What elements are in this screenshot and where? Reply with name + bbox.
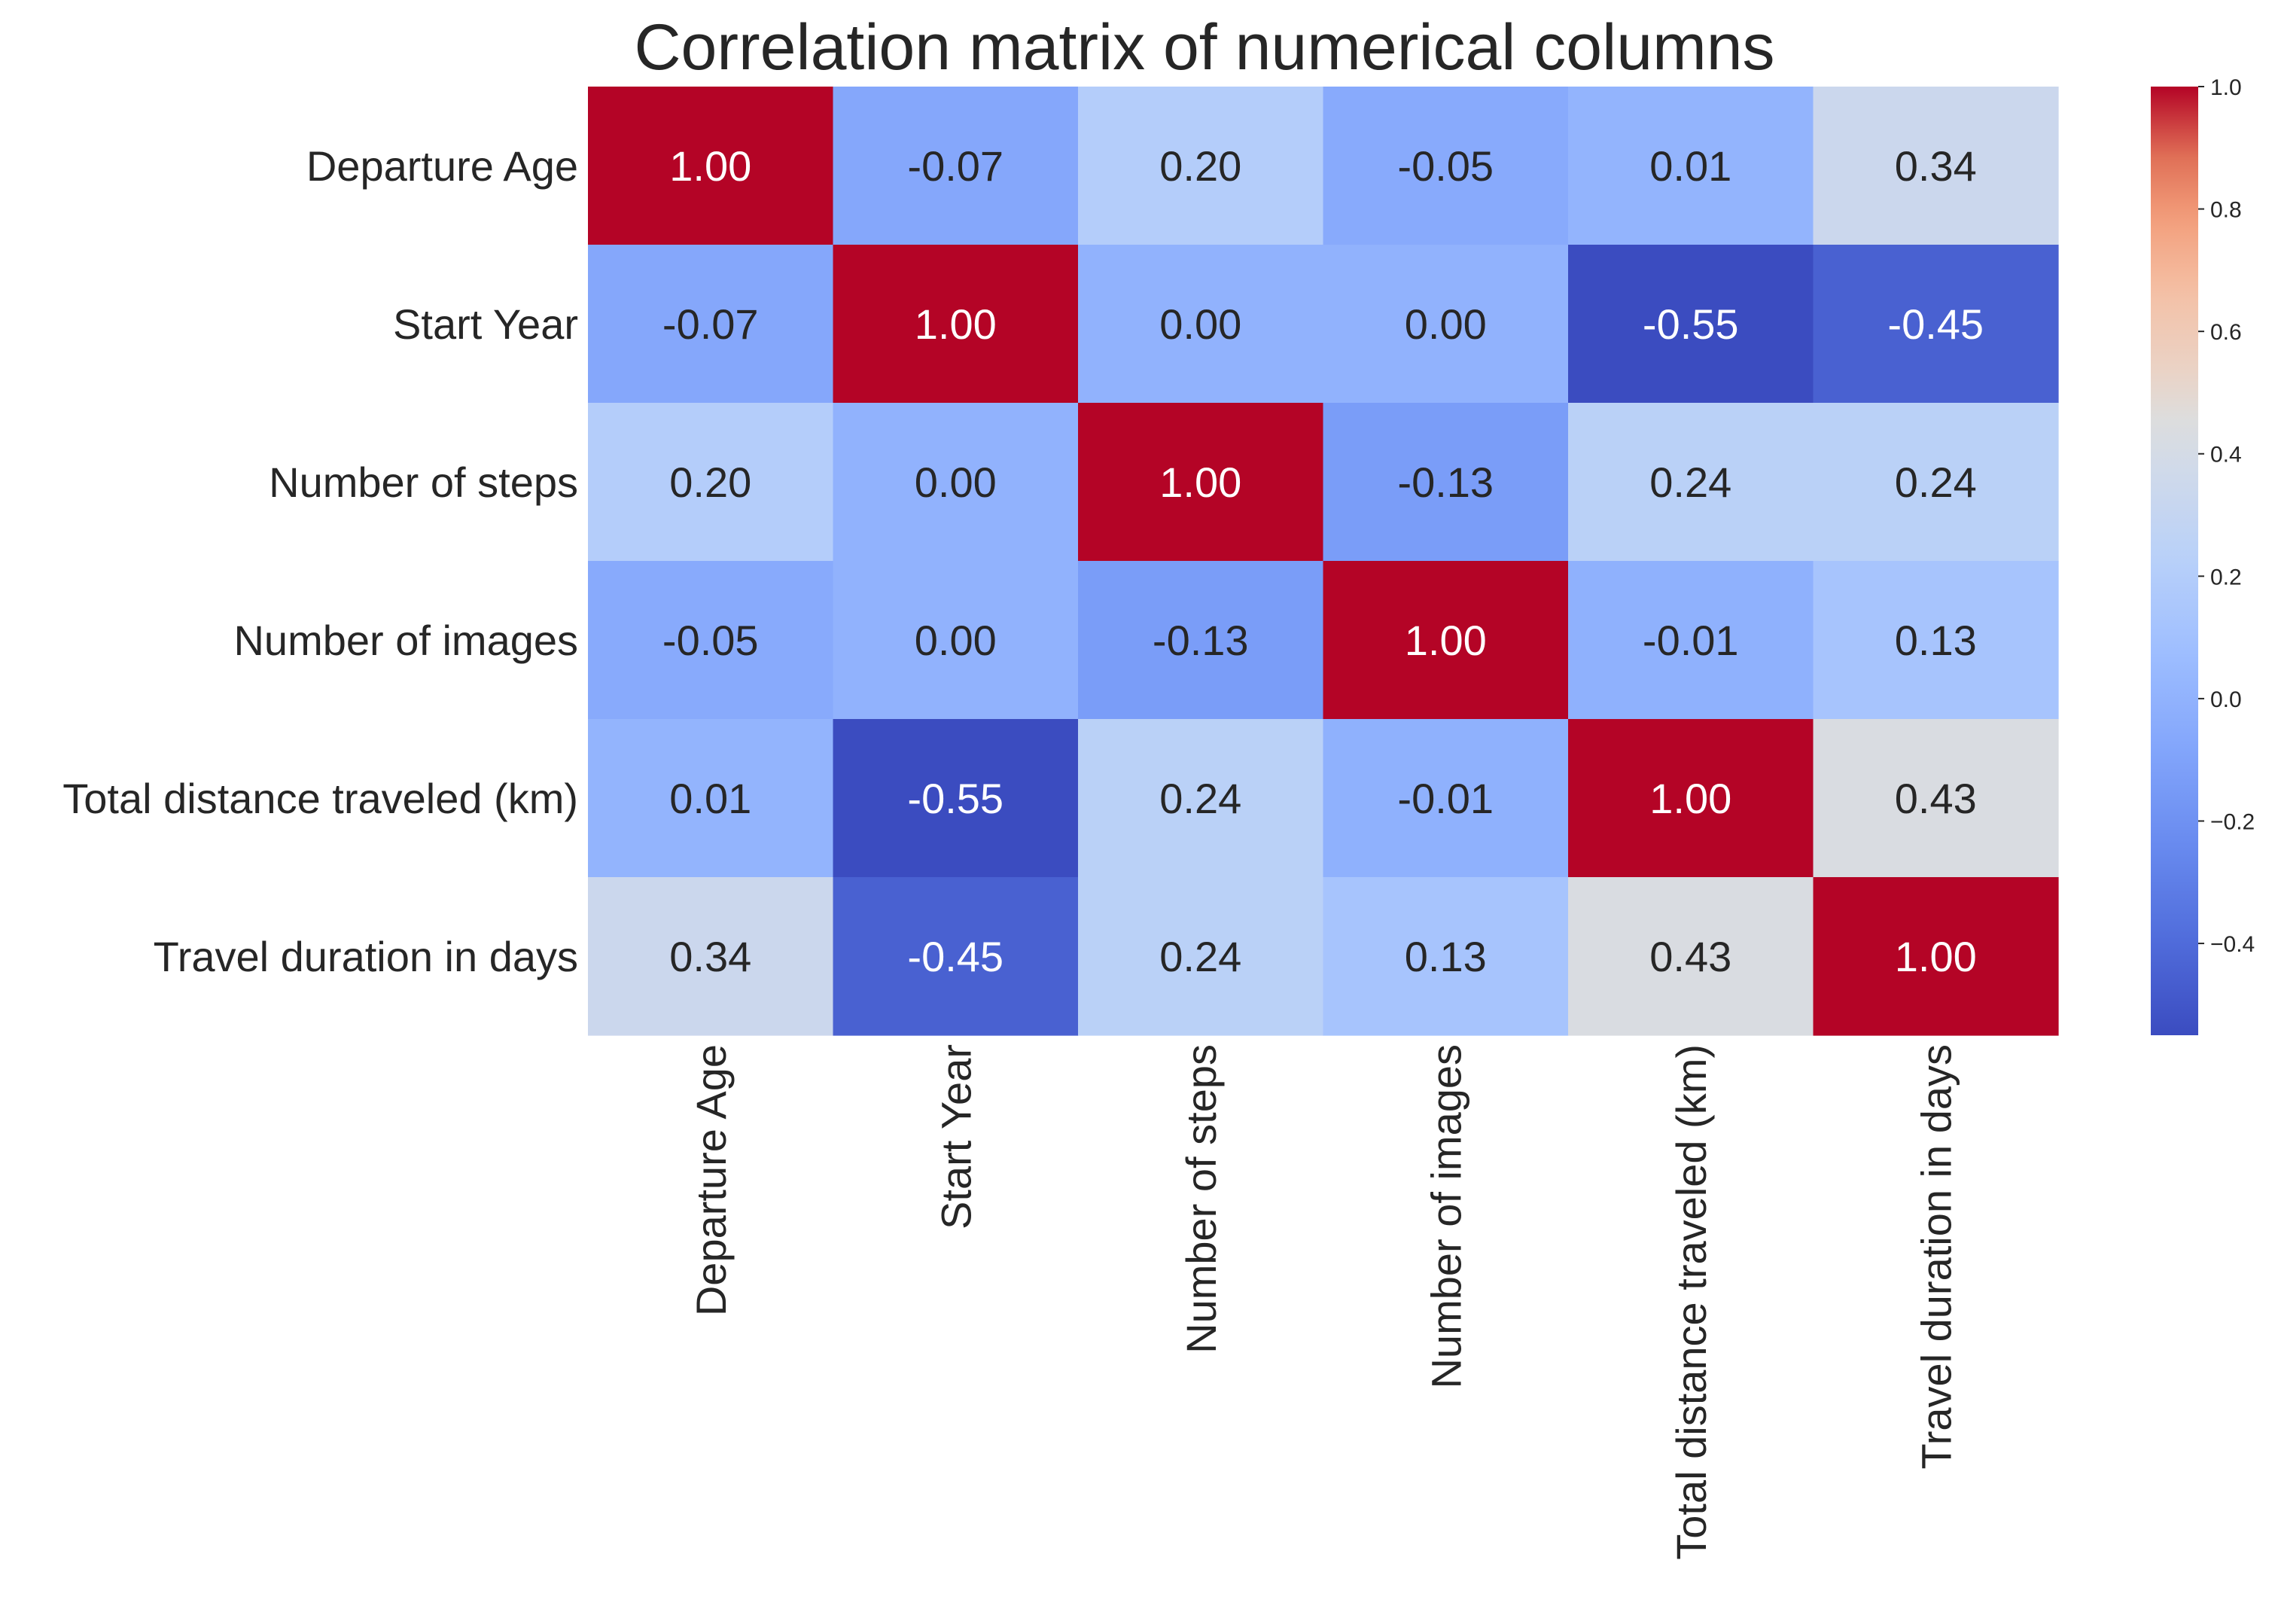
cell-value-label: -0.45 — [907, 933, 1003, 980]
cell-value-label: 1.00 — [1159, 459, 1241, 506]
heatmap-cell — [1078, 87, 1324, 245]
cell-value-label: -0.55 — [1643, 300, 1739, 348]
column-label: Number of images — [1422, 1044, 1469, 1389]
heatmap-cell — [1568, 877, 1814, 1036]
column-label: Number of steps — [1177, 1044, 1225, 1354]
heatmap-cell — [1078, 877, 1324, 1036]
column-label: Departure Age — [687, 1044, 735, 1316]
cell-value-label: 1.00 — [1649, 775, 1731, 822]
heatmap-cell — [1078, 403, 1324, 562]
cell-value-label: -0.01 — [1397, 775, 1494, 822]
row-labels: Departure Age Start Year Number of steps Nu… — [62, 142, 578, 980]
cell-value-label: 0.43 — [1649, 933, 1731, 980]
heatmap-cells: 1.00 -0.07 0.20 -0.05 0.01 0.34 -0.07 1.00 0.00 0… — [588, 87, 2059, 1036]
heatmap-cell — [1323, 719, 1569, 878]
heatmap-cell — [1078, 245, 1324, 404]
cell-value-label: 1.00 — [915, 300, 997, 348]
cell-value-label: 0.20 — [1159, 142, 1241, 190]
heatmap-cell — [588, 719, 834, 878]
colorbar-tick-label: 1.0 — [2210, 75, 2242, 100]
heatmap-cell — [1813, 245, 2059, 404]
colorbar-tick-label: −0.2 — [2210, 809, 2255, 834]
cell-value-label: 1.00 — [1405, 617, 1487, 664]
heatmap-cell — [1568, 719, 1814, 878]
cell-value-label: 0.24 — [1159, 775, 1241, 822]
cell-value-label: 0.24 — [1159, 933, 1241, 980]
colorbar-tick-label: 0.8 — [2210, 198, 2242, 223]
cell-value-label: -0.07 — [907, 142, 1003, 190]
cell-value-label: 0.24 — [1649, 459, 1731, 506]
cell-value-label: 0.20 — [669, 459, 751, 506]
cell-value-label: 0.01 — [1649, 142, 1731, 190]
colorbar-tick-label: 0.6 — [2210, 320, 2242, 345]
cell-value-label: 0.34 — [669, 933, 751, 980]
chart-title: Correlation matrix of numerical columns — [634, 11, 1774, 84]
heatmap-cell — [833, 245, 1079, 404]
column-labels: Departure Age Start Year Number of steps Nu… — [687, 1044, 1960, 1560]
heatmap-cell — [1568, 245, 1814, 404]
cell-value-label: -0.05 — [662, 617, 759, 664]
heatmap-cell — [833, 877, 1079, 1036]
heatmap-cell — [1813, 877, 2059, 1036]
cell-value-label: 0.13 — [1405, 933, 1487, 980]
heatmap-cell — [588, 561, 834, 720]
cell-value-label: -0.05 — [1397, 142, 1494, 190]
row-label: Departure Age — [306, 142, 578, 190]
cell-value-label: -0.01 — [1643, 617, 1739, 664]
heatmap-cell — [588, 245, 834, 404]
cell-value-label: -0.07 — [662, 300, 759, 348]
heatmap-cell — [588, 87, 834, 245]
row-label: Number of images — [233, 617, 578, 664]
heatmap-cell — [1813, 719, 2059, 878]
row-label: Travel duration in days — [154, 933, 578, 980]
heatmap-cell — [1813, 561, 2059, 720]
column-label: Travel duration in days — [1912, 1044, 1960, 1469]
cell-value-label: 0.00 — [1159, 300, 1241, 348]
cell-value-label: 1.00 — [1895, 933, 1977, 980]
cell-value-label: 0.00 — [915, 459, 997, 506]
cell-value-label: 0.00 — [1405, 300, 1487, 348]
heatmap-cell — [833, 719, 1079, 878]
cell-value-label: 0.34 — [1895, 142, 1977, 190]
row-label: Number of steps — [269, 459, 578, 506]
heatmap-cell — [1078, 719, 1324, 878]
colorbar-tick-label: −0.4 — [2210, 932, 2255, 957]
heatmap-cell — [1568, 561, 1814, 720]
colorbar-tick-label: 0.0 — [2210, 687, 2242, 712]
heatmap-cell — [1078, 561, 1324, 720]
cell-value-label: 0.24 — [1895, 459, 1977, 506]
heatmap-cell — [1568, 87, 1814, 245]
heatmap-cell — [1813, 87, 2059, 245]
heatmap-cell — [1813, 403, 2059, 562]
heatmap-cell — [833, 87, 1079, 245]
cell-value-label: -0.13 — [1397, 459, 1494, 506]
colorbar-tick-label: 0.4 — [2210, 443, 2242, 468]
row-label: Start Year — [393, 300, 578, 348]
row-label: Total distance traveled (km) — [62, 775, 578, 822]
cell-value-label: -0.55 — [907, 775, 1003, 822]
heatmap-cell — [1323, 877, 1569, 1036]
cell-value-label: -0.45 — [1887, 300, 1984, 348]
cell-value-label: 1.00 — [669, 142, 751, 190]
heatmap-cell — [1323, 561, 1569, 720]
heatmap-cell — [1323, 403, 1569, 562]
colorbar: 1.0 0.8 0.6 0.4 0.2 0.0 −0.2 −0.4 — [2151, 75, 2255, 1035]
colorbar-gradient — [2151, 87, 2198, 1035]
cell-value-label: 0.43 — [1895, 775, 1977, 822]
colorbar-tick-label: 0.2 — [2210, 565, 2242, 590]
heatmap-cell — [1568, 403, 1814, 562]
cell-value-label: 0.01 — [669, 775, 751, 822]
cell-value-label: 0.00 — [915, 617, 997, 664]
heatmap-cell — [833, 403, 1079, 562]
column-label: Total distance traveled (km) — [1667, 1044, 1715, 1560]
cell-value-label: 0.13 — [1895, 617, 1977, 664]
column-label: Start Year — [932, 1044, 979, 1229]
heatmap-cell — [1323, 245, 1569, 404]
heatmap-cell — [588, 403, 834, 562]
heatmap-cell — [588, 877, 834, 1036]
heatmap-cell — [1323, 87, 1569, 245]
cell-value-label: -0.13 — [1153, 617, 1249, 664]
heatmap-cell — [833, 561, 1079, 720]
